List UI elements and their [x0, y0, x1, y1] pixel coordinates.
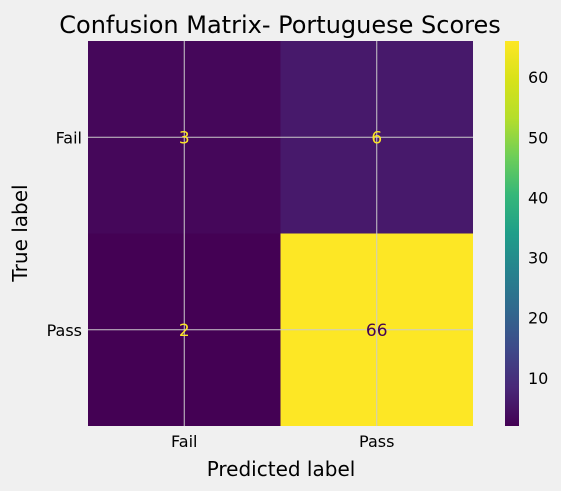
cell-value-label: 2 [179, 321, 190, 341]
colorbar-tick-label: 30 [528, 249, 548, 268]
y-axis-label: True label [8, 184, 32, 282]
heatmap-cells [88, 41, 473, 426]
colorbar [505, 41, 519, 426]
colorbar-tick-label: 60 [528, 68, 548, 87]
y-tick-labels: Fail Pass [47, 128, 82, 340]
cell-value-label: 3 [179, 128, 190, 148]
grid-lines [88, 41, 473, 426]
colorbar-tick-label: 40 [528, 188, 548, 207]
colorbar-tick-label: 20 [528, 309, 548, 328]
x-axis-label: Predicted label [207, 457, 356, 481]
colorbar-tick-labels: 10 20 30 40 50 60 [528, 68, 548, 388]
y-tick-label: Fail [56, 128, 82, 147]
x-tick-label: Fail [171, 432, 197, 451]
cell-value-label: 6 [371, 128, 382, 148]
cell-value-label: 66 [366, 321, 388, 341]
colorbar-tick-label: 50 [528, 128, 548, 147]
y-tick-label: Pass [47, 321, 82, 340]
chart-title: Confusion Matrix- Portuguese Scores [59, 11, 500, 39]
colorbar-tick-label: 10 [528, 369, 548, 388]
cell-value-labels: 3 6 2 66 [179, 128, 388, 341]
x-tick-labels: Fail Pass [171, 432, 394, 451]
x-tick-label: Pass [359, 432, 394, 451]
